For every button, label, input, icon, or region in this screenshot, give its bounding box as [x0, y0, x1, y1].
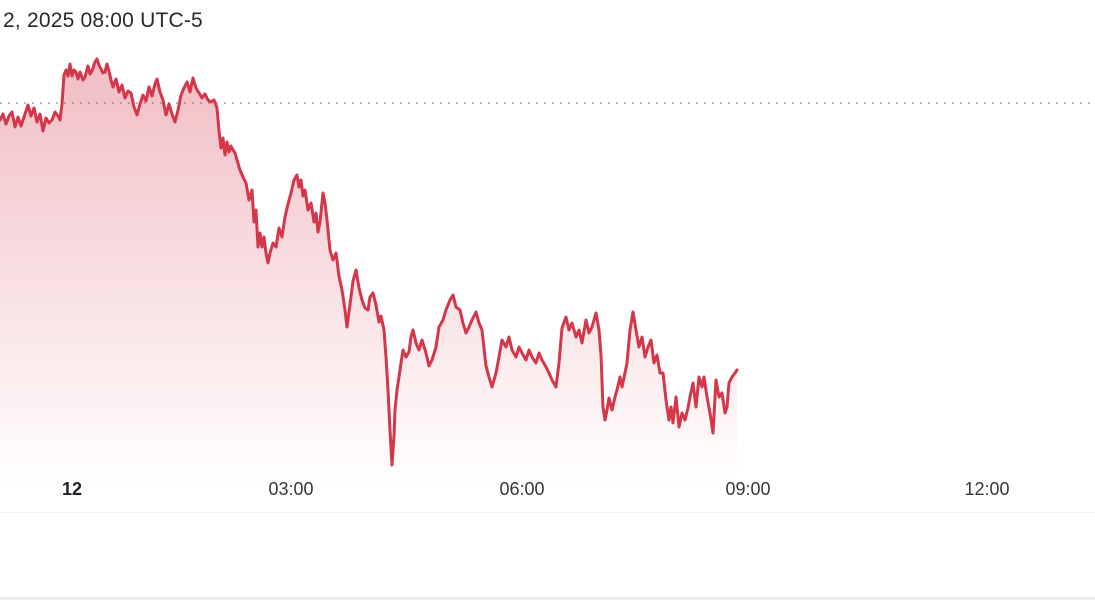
price-line — [0, 57, 739, 467]
x-axis-label-0600: 06:00 — [499, 479, 545, 499]
x-axis: 12 03:00 06:00 09:00 12:00 — [0, 479, 1095, 503]
x-axis-label-0300: 03:00 — [268, 479, 314, 499]
x-axis-label-12: 12 — [61, 479, 83, 499]
bottom-edge-strip — [0, 597, 1095, 600]
chart-timestamp: 2, 2025 08:00 UTC-5 — [3, 9, 203, 32]
price-area-fill — [0, 59, 737, 487]
x-axis-label-0900: 09:00 — [725, 479, 771, 499]
axis-separator-line — [0, 512, 1095, 513]
x-axis-label-1200: 12:00 — [964, 479, 1010, 499]
